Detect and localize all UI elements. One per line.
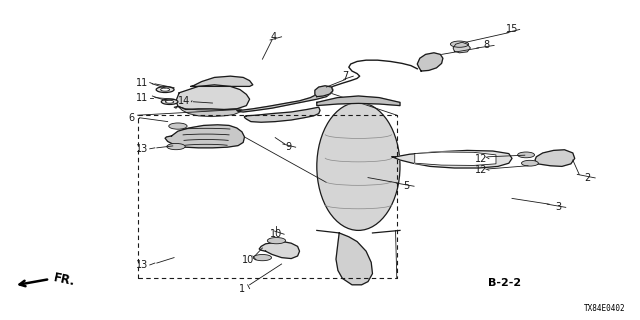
Text: 3: 3 bbox=[555, 202, 561, 212]
Polygon shape bbox=[453, 42, 470, 53]
Text: 13: 13 bbox=[136, 260, 148, 270]
Polygon shape bbox=[237, 86, 333, 112]
Ellipse shape bbox=[166, 100, 174, 103]
Ellipse shape bbox=[253, 254, 271, 261]
Ellipse shape bbox=[518, 152, 534, 158]
Polygon shape bbox=[417, 53, 443, 71]
Polygon shape bbox=[191, 76, 253, 86]
Text: 15: 15 bbox=[506, 24, 518, 35]
Polygon shape bbox=[415, 152, 496, 165]
Text: 8: 8 bbox=[483, 40, 490, 51]
Polygon shape bbox=[317, 96, 400, 106]
Polygon shape bbox=[176, 85, 250, 109]
Text: 13: 13 bbox=[136, 144, 148, 154]
Text: 10: 10 bbox=[242, 255, 255, 265]
Text: 10: 10 bbox=[270, 229, 283, 239]
Text: 12: 12 bbox=[475, 154, 488, 164]
Polygon shape bbox=[392, 150, 512, 168]
Polygon shape bbox=[336, 233, 372, 285]
Polygon shape bbox=[259, 242, 300, 259]
Polygon shape bbox=[165, 125, 244, 148]
Polygon shape bbox=[535, 150, 575, 166]
Ellipse shape bbox=[161, 88, 170, 91]
Text: 1: 1 bbox=[239, 284, 245, 294]
Text: 14: 14 bbox=[178, 96, 191, 106]
Ellipse shape bbox=[522, 160, 538, 166]
Polygon shape bbox=[315, 86, 333, 97]
Text: FR.: FR. bbox=[52, 271, 77, 288]
Text: 11: 11 bbox=[136, 92, 148, 103]
Text: 6: 6 bbox=[128, 113, 134, 123]
Text: TX84E0402: TX84E0402 bbox=[584, 304, 626, 313]
Ellipse shape bbox=[161, 99, 178, 104]
Text: 12: 12 bbox=[475, 165, 488, 175]
Text: 2: 2 bbox=[584, 173, 591, 183]
Text: 4: 4 bbox=[271, 32, 277, 42]
Ellipse shape bbox=[451, 41, 468, 47]
Polygon shape bbox=[174, 106, 242, 116]
Ellipse shape bbox=[167, 143, 185, 150]
Ellipse shape bbox=[268, 237, 285, 244]
Ellipse shape bbox=[317, 102, 400, 230]
Text: 9: 9 bbox=[285, 142, 291, 152]
Ellipse shape bbox=[156, 87, 174, 92]
Text: 7: 7 bbox=[342, 71, 349, 81]
Polygon shape bbox=[244, 107, 320, 122]
Text: 11: 11 bbox=[136, 77, 148, 88]
Text: 5: 5 bbox=[403, 181, 410, 191]
Ellipse shape bbox=[169, 123, 187, 129]
Text: B-2-2: B-2-2 bbox=[488, 278, 521, 288]
